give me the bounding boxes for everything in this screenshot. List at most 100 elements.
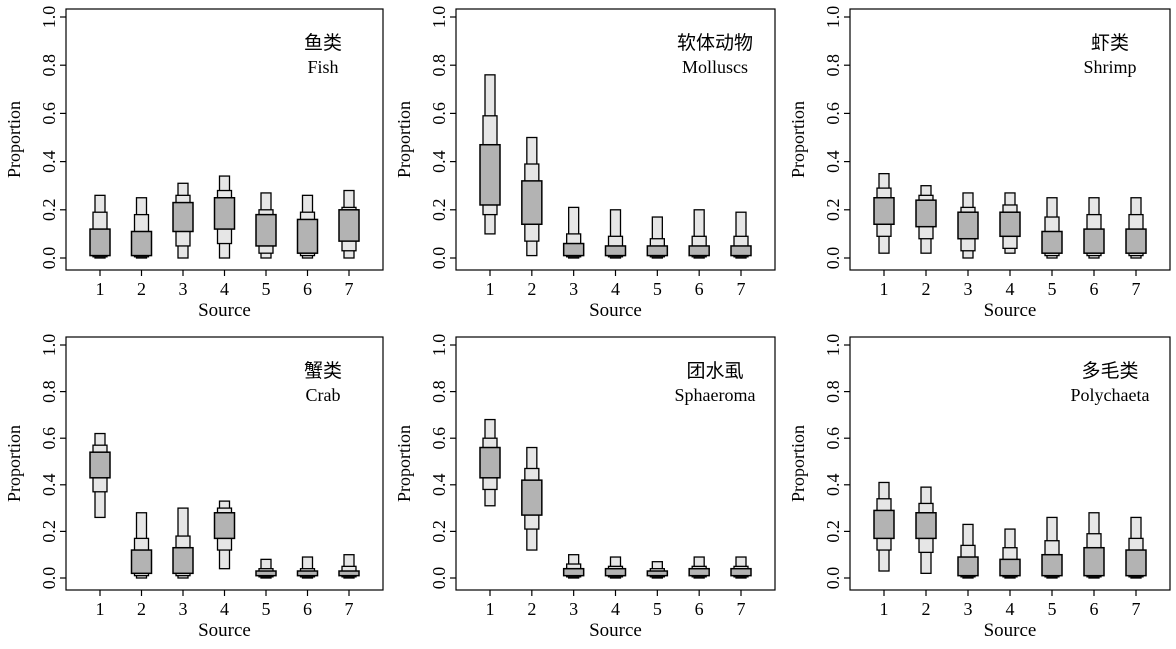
box-source-1 [89, 432, 111, 519]
x-tick-label: 6 [695, 279, 704, 299]
x-tick-label: 7 [345, 599, 354, 619]
y-tick-label: 1.0 [39, 6, 59, 29]
x-tick-label: 3 [569, 279, 578, 299]
box-source-4 [604, 209, 627, 259]
box-source-7 [338, 189, 360, 259]
x-tick-label: 6 [303, 279, 312, 299]
x-tick-label: 2 [527, 279, 536, 299]
y-axis-label: Proportion [394, 101, 414, 178]
box-source-2 [521, 446, 543, 551]
x-tick-label: 4 [611, 279, 620, 299]
y-tick-label: 0.4 [823, 474, 843, 497]
interval-50 [915, 199, 937, 228]
box-source-7 [338, 554, 360, 579]
box-source-6 [296, 556, 319, 579]
x-axis-label: Source [198, 300, 251, 321]
x-tick-label: 4 [1006, 279, 1015, 299]
interval-50 [1083, 546, 1105, 577]
y-tick-label: 0.0 [823, 567, 843, 590]
box-source-1 [873, 481, 895, 572]
box-source-4 [213, 500, 236, 570]
x-tick-label: 6 [695, 599, 704, 619]
interval-50 [521, 180, 543, 226]
interval-95 [568, 206, 580, 259]
x-tick-label: 2 [137, 279, 146, 299]
x-tick-label: 2 [527, 599, 536, 619]
box-source-4 [999, 192, 1021, 254]
interval-50 [89, 451, 111, 479]
box-source-3 [957, 523, 979, 579]
x-tick-label: 7 [737, 279, 746, 299]
interval-50 [479, 446, 501, 479]
interval-50 [172, 546, 194, 575]
x-tick-label: 5 [1048, 599, 1057, 619]
x-tick-label: 3 [179, 599, 188, 619]
x-tick-label: 1 [486, 599, 495, 619]
panel-title-cn: 团水虱 [686, 360, 743, 382]
y-tick-label: 0.8 [823, 54, 843, 77]
y-axis-label: Proportion [394, 425, 414, 502]
x-tick-label: 4 [611, 599, 620, 619]
y-tick-label: 0.8 [429, 54, 449, 77]
interval-50 [999, 211, 1021, 238]
y-tick-label: 0.0 [823, 247, 843, 270]
x-tick-label: 7 [345, 279, 354, 299]
x-tick-label: 4 [220, 599, 229, 619]
panel-title-en: Shrimp [1083, 57, 1136, 77]
x-tick-label: 1 [880, 279, 889, 299]
interval-50 [730, 245, 752, 257]
box-source-6 [296, 194, 319, 259]
box-source-6 [1083, 512, 1105, 579]
x-tick-label: 3 [179, 279, 188, 299]
interval-50 [172, 201, 194, 233]
interval-50 [1083, 228, 1105, 254]
interval-50 [688, 567, 710, 577]
box-source-1 [89, 194, 111, 259]
panel-title-en: Polychaeta [1071, 385, 1150, 405]
x-tick-label: 5 [262, 599, 271, 619]
x-tick-label: 5 [653, 279, 662, 299]
interval-50 [604, 567, 627, 577]
y-tick-label: 0.6 [39, 102, 59, 125]
interval-50 [646, 570, 669, 577]
interval-50 [688, 245, 710, 257]
interval-50 [338, 209, 360, 242]
x-tick-label: 5 [653, 599, 662, 619]
x-tick-label: 5 [262, 279, 271, 299]
interval-50 [296, 218, 319, 254]
interval-50 [255, 570, 277, 577]
x-tick-label: 6 [303, 599, 312, 619]
box-source-5 [255, 192, 277, 259]
x-tick-label: 4 [220, 279, 229, 299]
x-tick-label: 5 [1048, 279, 1057, 299]
panel-title-cn: 多毛类 [1081, 360, 1138, 382]
interval-50 [130, 549, 153, 575]
y-tick-label: 0.0 [39, 567, 59, 590]
y-tick-label: 1.0 [429, 6, 449, 29]
x-tick-label: 6 [1090, 599, 1099, 619]
x-axis-label: Source [984, 620, 1037, 641]
interval-50 [999, 558, 1021, 577]
box-source-4 [604, 556, 627, 579]
panel-3: 0.0 0.2 0.4 0.6 0.8 1.0 Proportion 1 2 3 4 5 6 7 Sourc… [788, 6, 1171, 321]
interval-50 [213, 197, 236, 230]
panel-1: 0.0 0.2 0.4 0.6 0.8 1.0 Proportion 1 2 3 4 5 6 7 Sourc… [4, 6, 384, 321]
box-source-6 [1083, 197, 1105, 259]
interval-95 [609, 209, 622, 259]
x-tick-label: 7 [1132, 599, 1141, 619]
x-tick-label: 1 [96, 599, 105, 619]
panel-title-en: Crab [306, 385, 341, 405]
y-tick-label: 0.8 [429, 380, 449, 403]
box-source-5 [255, 558, 277, 579]
y-tick-label: 0.2 [429, 520, 449, 543]
panel-title-cn: 鱼类 [304, 32, 342, 54]
panel-title-cn: 蟹类 [304, 360, 342, 382]
y-tick-label: 0.6 [429, 102, 449, 125]
x-tick-label: 6 [1090, 279, 1099, 299]
interval-50 [1125, 549, 1147, 577]
y-tick-label: 0.4 [429, 150, 449, 173]
y-tick-label: 0.2 [429, 199, 449, 222]
x-tick-label: 2 [922, 599, 931, 619]
y-tick-label: 0.6 [823, 427, 843, 450]
panel-title-en: Fish [307, 57, 338, 77]
